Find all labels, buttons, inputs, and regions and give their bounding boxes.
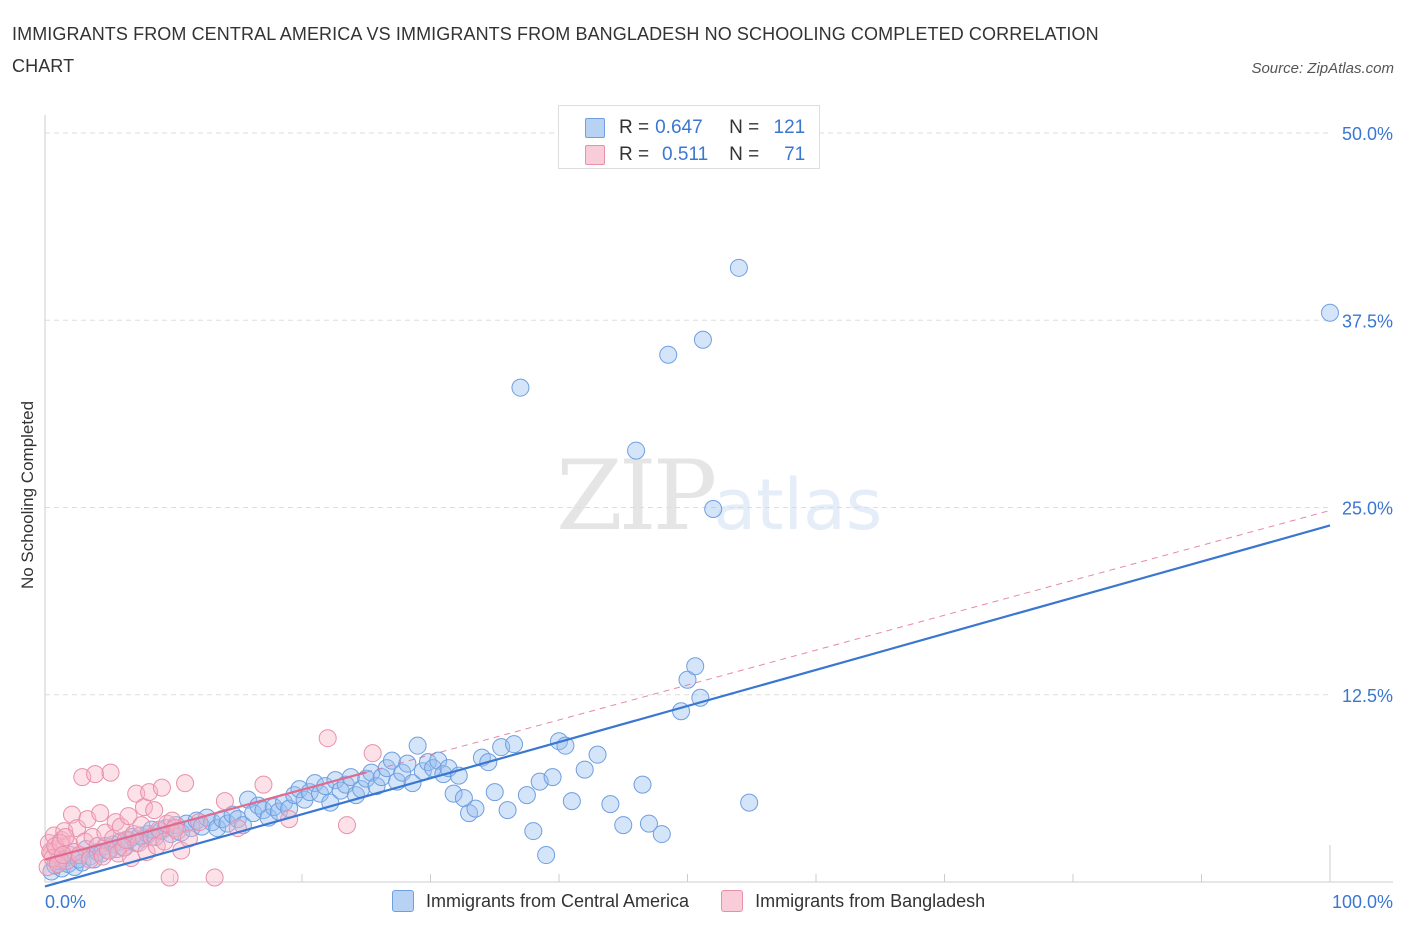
legend-label-bangladesh: Immigrants from Bangladesh: [755, 890, 986, 911]
series-0-points: [42, 258, 1339, 881]
data-point: [91, 804, 110, 823]
data-point: [588, 745, 607, 764]
y-axis-label: No Schooling Completed: [18, 400, 37, 590]
trend-line-extension-1: [366, 510, 1331, 773]
data-point: [614, 816, 633, 835]
chart-title: IMMIGRANTS FROM CENTRAL AMERICA VS IMMIG…: [12, 24, 1099, 76]
data-point: [408, 736, 427, 755]
data-point: [337, 816, 356, 835]
data-point: [517, 786, 536, 805]
series-1-points: [38, 729, 382, 887]
legend-item-central-america[interactable]: Immigrants from Central America: [392, 890, 689, 912]
data-point: [704, 499, 723, 518]
data-point: [575, 760, 594, 779]
legend-swatch-central-america: [392, 890, 414, 912]
trend-line-0: [44, 524, 1331, 888]
data-point: [318, 729, 337, 748]
data-point: [444, 784, 463, 803]
data-point: [205, 868, 224, 887]
stats-row-bangladesh: R = 0.511 N = 71: [585, 142, 805, 168]
data-point: [633, 775, 652, 794]
chart-legend: Immigrants from Central America Immigran…: [392, 890, 1017, 912]
stats-swatch-central-america: [585, 118, 605, 138]
data-point: [101, 763, 120, 782]
data-point: [562, 792, 581, 811]
data-point: [363, 744, 382, 763]
data-point: [86, 765, 105, 784]
r-value: 0.511: [662, 144, 709, 165]
data-point: [601, 795, 620, 814]
data-point: [218, 814, 237, 833]
watermark-atlas: atlas: [713, 464, 883, 546]
n-label: N =: [729, 117, 760, 138]
data-point: [729, 258, 748, 277]
data-point: [280, 810, 299, 829]
data-point: [686, 657, 705, 676]
data-point: [208, 819, 227, 838]
y-tick-label: 50.0%: [1342, 124, 1393, 144]
x-tick-label: 0.0%: [45, 892, 86, 912]
data-point: [398, 754, 417, 773]
data-point: [382, 751, 401, 770]
data-point: [228, 819, 247, 838]
data-point: [639, 814, 658, 833]
n-value: 71: [784, 144, 806, 165]
data-point: [543, 768, 562, 787]
data-point: [740, 793, 759, 812]
trend-line-1: [44, 771, 367, 861]
data-point: [537, 846, 556, 865]
legend-item-bangladesh[interactable]: Immigrants from Bangladesh: [721, 890, 985, 912]
data-point: [93, 847, 112, 866]
data-point: [122, 849, 141, 868]
data-point: [627, 441, 646, 460]
data-point: [505, 735, 524, 754]
data-point: [56, 828, 75, 847]
data-point: [367, 777, 386, 796]
data-point: [678, 670, 697, 689]
data-point: [498, 801, 517, 820]
data-point: [152, 778, 171, 797]
r-value: 0.647: [655, 117, 703, 138]
data-point: [511, 378, 530, 397]
data-point: [176, 774, 195, 793]
data-point: [160, 868, 179, 887]
data-point: [652, 825, 671, 844]
data-point: [127, 784, 146, 803]
data-point: [51, 834, 70, 853]
r-label: R =: [619, 117, 650, 138]
data-point: [215, 792, 234, 811]
data-point: [485, 783, 504, 802]
data-point: [145, 801, 164, 820]
legend-label-central-america: Immigrants from Central America: [426, 890, 690, 911]
n-label: N =: [729, 144, 760, 165]
data-point: [460, 804, 479, 823]
stats-row-central-america: R = 0.647 N = 121: [585, 115, 805, 141]
data-point: [254, 775, 273, 794]
data-point: [155, 832, 174, 851]
data-point: [119, 807, 138, 826]
data-point: [1321, 303, 1339, 322]
stats-swatch-bangladesh: [585, 145, 605, 165]
data-point: [524, 822, 543, 841]
x-tick-label: 100.0%: [1332, 892, 1393, 912]
data-point: [693, 330, 712, 349]
data-point: [659, 345, 678, 364]
n-value: 121: [773, 117, 806, 138]
y-tick-label: 12.5%: [1342, 686, 1393, 706]
r-label: R =: [619, 144, 650, 165]
stats-box: R = 0.647 N = 121 R = 0.511 N = 71: [558, 105, 820, 169]
legend-swatch-bangladesh: [721, 890, 744, 912]
y-tick-label: 37.5%: [1342, 311, 1393, 331]
data-point: [429, 751, 448, 770]
data-point: [46, 837, 65, 856]
source-label: Source: ZipAtlas.com: [1251, 60, 1394, 77]
data-point: [466, 799, 485, 818]
y-tick-label: 25.0%: [1342, 499, 1393, 519]
